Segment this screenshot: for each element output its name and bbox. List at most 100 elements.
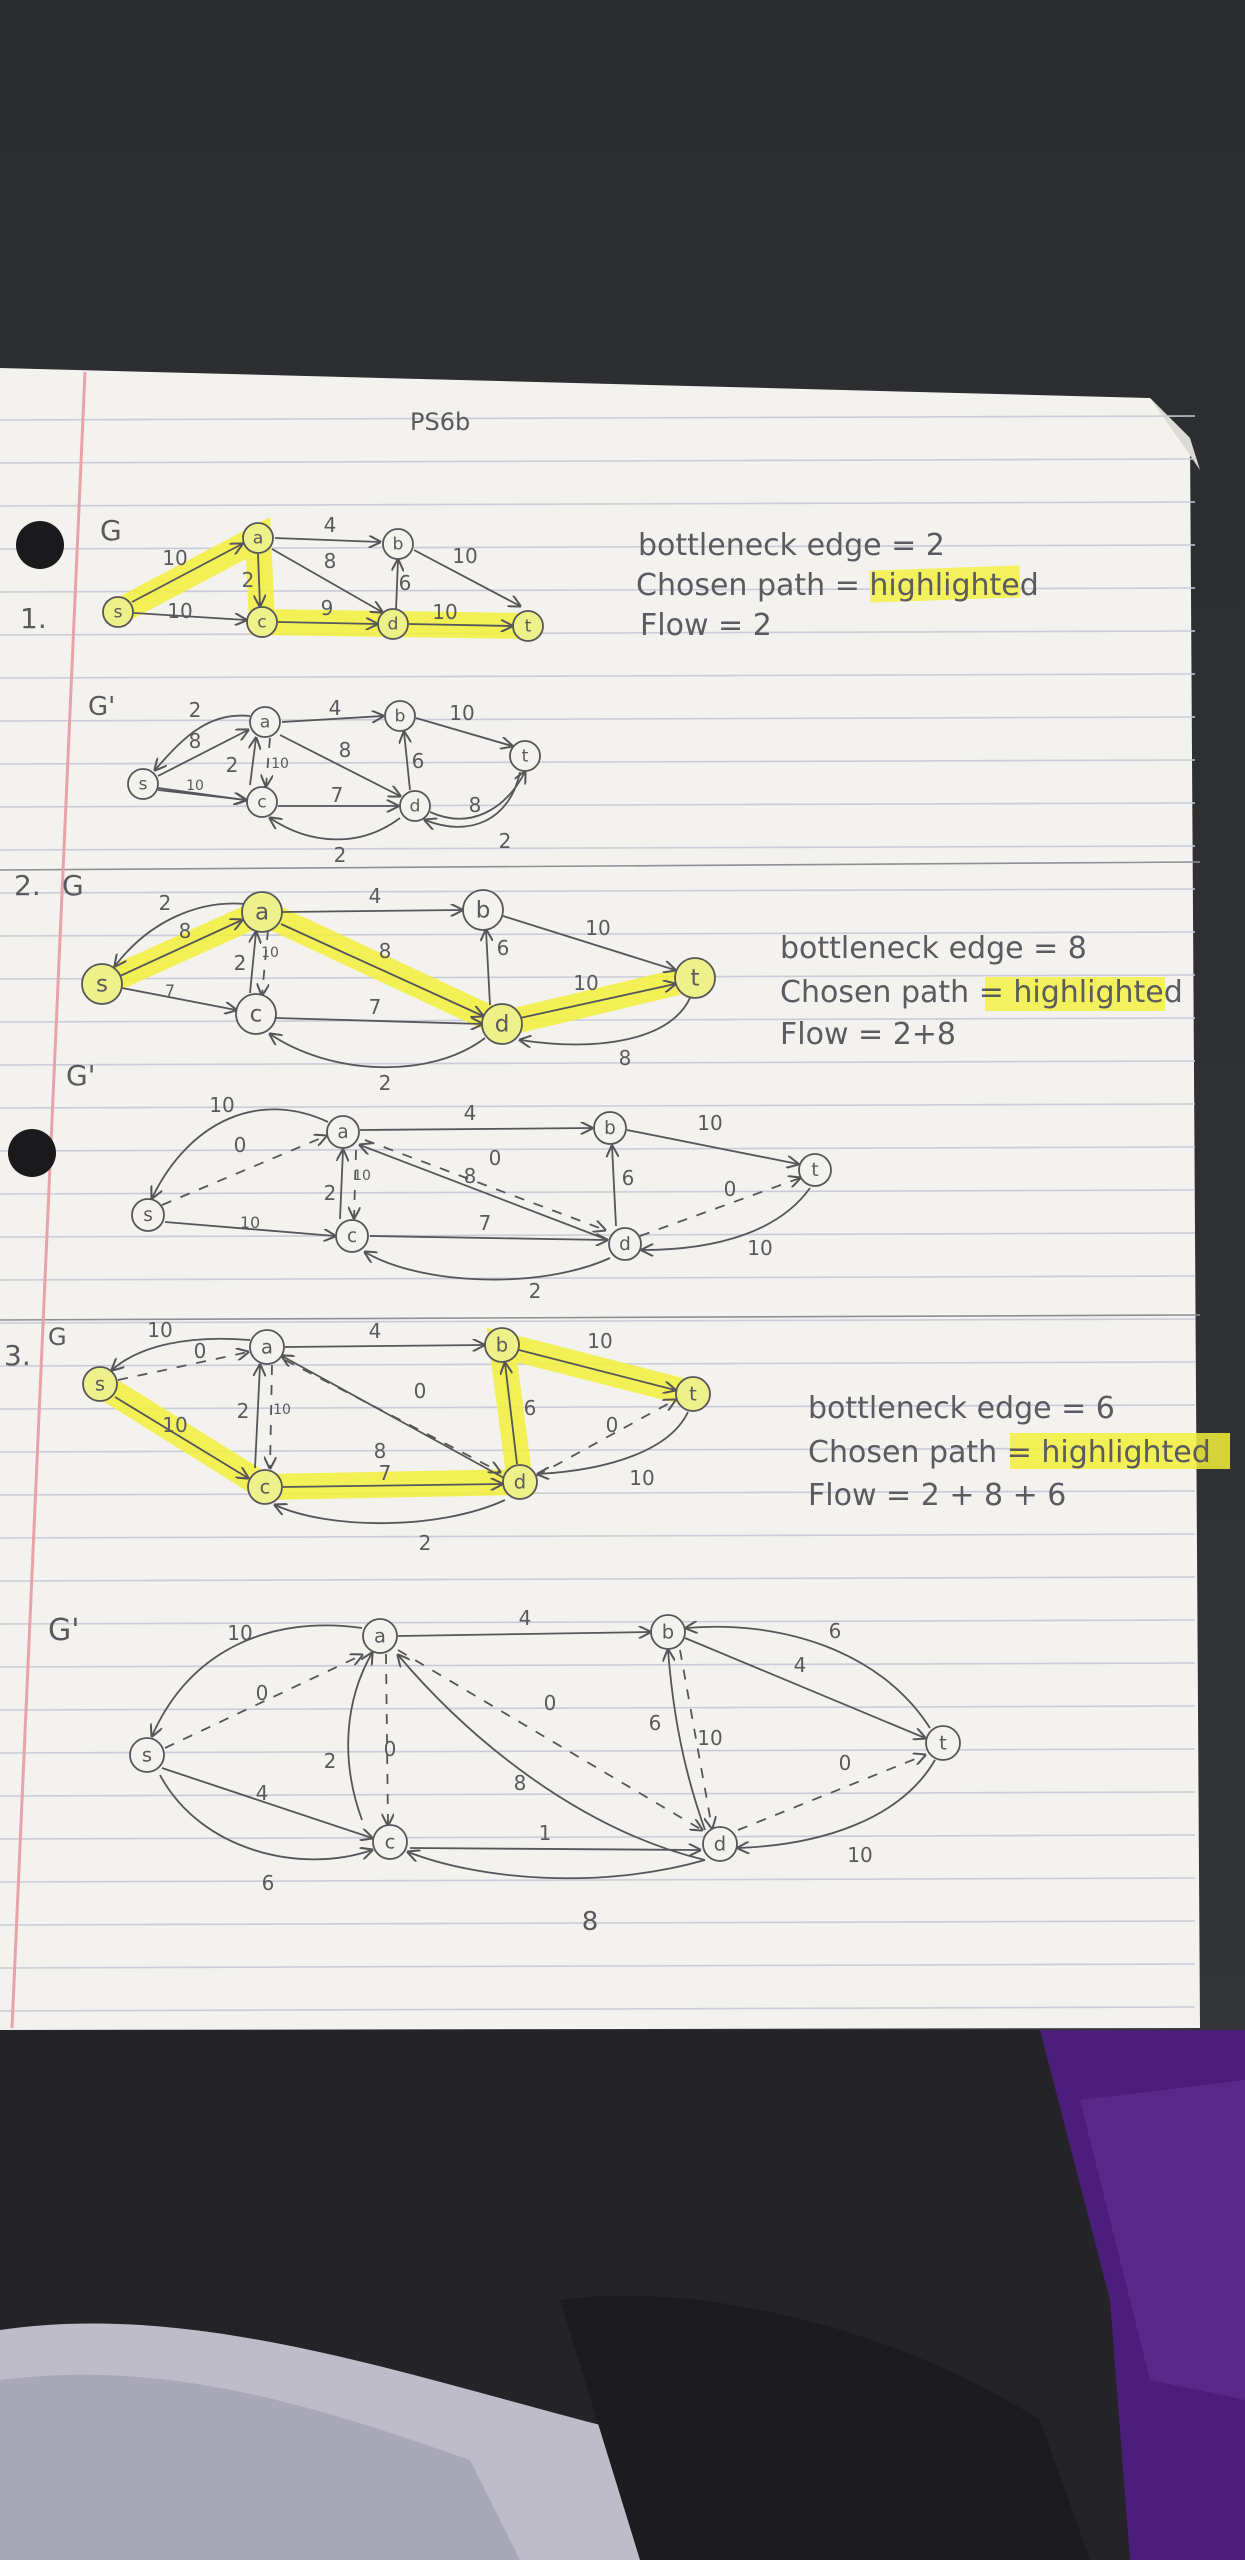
edge-weight-label: 2: [324, 1749, 337, 1773]
graph-edge: [279, 734, 400, 796]
edge-weight-label: 10: [847, 1843, 872, 1867]
graph-label-g-1: G: [100, 514, 122, 547]
node-label-s: s: [139, 775, 148, 795]
notes-problem-3: bottleneck edge = 6 Chosen path = highli…: [808, 1391, 1230, 1513]
ruled-line: [0, 1404, 1196, 1410]
graph-edge: [369, 1236, 607, 1240]
bottom-clothing: [0, 2030, 1245, 2560]
edge-weight-label: 10: [587, 1329, 612, 1353]
node-d: [399, 790, 431, 822]
flow-text-3: Flow = 2 + 8 + 6: [808, 1478, 1066, 1513]
node-t: [675, 1376, 711, 1412]
graph-edge: [538, 1411, 689, 1474]
binder-hole-2: [8, 1129, 56, 1177]
notebook-paper: [0, 368, 1200, 2030]
node-c: [335, 1219, 369, 1253]
edge-weight-label: 2: [324, 1181, 337, 1205]
problem-number-1: 1.: [20, 602, 47, 635]
edge-weight-label: 10: [240, 1213, 260, 1232]
ruled-line: [0, 759, 1196, 765]
graph-edge: [642, 1187, 811, 1250]
node-t: [509, 740, 541, 772]
edge-weight-label: 6: [399, 571, 412, 595]
graph-edge: [164, 1221, 335, 1236]
ruled-line: [0, 1920, 1196, 1926]
graph-1: 10 4 10 10 2 8 6 9 10 s a b c d t: [102, 513, 544, 642]
ruled-line: [0, 1963, 1196, 1969]
graph-edge: [121, 987, 236, 1010]
graph-edge: [429, 772, 525, 820]
ruled-line: [0, 673, 1196, 679]
graph-edge: [639, 1178, 800, 1237]
node-a: [242, 522, 274, 554]
path-word-2: highlighted: [1013, 975, 1182, 1010]
node-label-d: d: [514, 1470, 526, 1493]
graph-edge: [266, 737, 270, 786]
graph-edge: [115, 902, 246, 966]
edge-weight-label: 8: [619, 1046, 632, 1070]
graph-edge: [284, 1345, 484, 1347]
graph-edge: [157, 730, 248, 777]
graph-edge: [275, 1499, 506, 1525]
edge-weight-label: 10: [353, 1168, 371, 1184]
graph-edge: [282, 1356, 505, 1479]
node-label-a: a: [260, 713, 271, 733]
edge-weight-label: 7: [379, 1461, 392, 1485]
node-label-d: d: [714, 1832, 726, 1855]
edge-weight-label: 7: [479, 1211, 492, 1235]
ruled-line: [0, 802, 1196, 808]
graph-edge: [518, 1349, 675, 1390]
path-word-1: highlighted: [869, 568, 1038, 603]
page-header: PS6b: [410, 408, 470, 436]
graph-edge: [282, 1484, 502, 1487]
graph-edge: [398, 1655, 706, 1861]
problem-number-3: 3.: [4, 1339, 31, 1372]
graph-edge: [161, 1136, 326, 1206]
ruled-line: [0, 888, 1196, 894]
ruled-line: [0, 1619, 1196, 1625]
node-t: [798, 1153, 832, 1187]
graph-edge: [397, 1632, 650, 1636]
path-prefix-2: Chosen path =: [780, 975, 1013, 1010]
edge-weight-label: 6: [497, 936, 510, 960]
bottleneck-text-2: bottleneck edge = 8: [780, 931, 1087, 966]
edge-weight-label: 2: [189, 698, 202, 722]
node-label-t: t: [525, 617, 532, 637]
node-label-c: c: [260, 1475, 271, 1498]
problem-number-2: 2.: [14, 869, 41, 902]
edge-weight-label: 10: [573, 971, 598, 995]
ruled-line: [0, 1318, 1196, 1324]
node-a: [249, 1329, 285, 1365]
edge-weight-label: 10: [585, 916, 610, 940]
node-label-b: b: [662, 1620, 674, 1643]
edge-weight-label: 4: [794, 1653, 807, 1677]
edge-weight-label: 6: [412, 749, 425, 773]
edge-weight-label: 8: [339, 738, 352, 762]
edge-weight-label: 0: [489, 1146, 502, 1170]
graph-edge: [164, 1655, 362, 1749]
path-prefix-1: Chosen path =: [636, 568, 869, 603]
node-label-t: t: [939, 1731, 947, 1754]
edge-weight-label: 0: [234, 1133, 247, 1157]
ruled-line: [0, 1189, 1196, 1195]
ruled-line: [0, 974, 1196, 980]
ruled-line: [0, 1705, 1196, 1711]
edge-weight-label: 10: [162, 1413, 187, 1437]
graph-edge: [409, 1848, 700, 1850]
ruled-line: [0, 1834, 1196, 1840]
node-label-s: s: [95, 1372, 105, 1395]
graph-edge: [270, 1364, 272, 1468]
edge-weight-label: 4: [369, 1319, 382, 1343]
edge-weight-label: 10: [167, 599, 192, 623]
edge-weight-label: 8: [374, 1439, 387, 1463]
node-a: [326, 1115, 360, 1149]
node-label-s: s: [114, 603, 123, 623]
node-label-a: a: [337, 1122, 348, 1143]
graph-edge: [117, 1352, 248, 1381]
graph-edge: [155, 714, 251, 770]
graph-edge: [161, 1767, 372, 1838]
node-b: [593, 1111, 627, 1145]
edge-weight-label: 2: [226, 753, 239, 777]
edge-weight-label: 2: [334, 843, 347, 867]
